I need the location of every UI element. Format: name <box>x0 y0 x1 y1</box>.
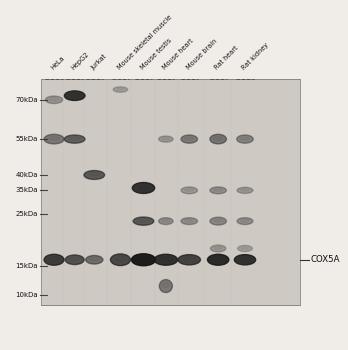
Ellipse shape <box>185 137 194 140</box>
Ellipse shape <box>183 257 195 261</box>
Ellipse shape <box>44 254 64 265</box>
Ellipse shape <box>214 246 222 249</box>
Text: Mouse brain: Mouse brain <box>185 38 218 71</box>
Ellipse shape <box>238 245 252 252</box>
Text: Jurkat: Jurkat <box>90 53 108 71</box>
Ellipse shape <box>48 136 60 140</box>
Ellipse shape <box>240 219 250 222</box>
Ellipse shape <box>48 257 60 261</box>
Ellipse shape <box>234 254 256 265</box>
Ellipse shape <box>46 96 63 104</box>
Ellipse shape <box>162 219 170 222</box>
Ellipse shape <box>239 257 251 261</box>
Ellipse shape <box>214 136 223 140</box>
Text: Rat heart: Rat heart <box>214 45 240 71</box>
Ellipse shape <box>89 257 99 261</box>
Text: HeLa: HeLa <box>50 55 66 71</box>
Ellipse shape <box>69 137 80 140</box>
Ellipse shape <box>110 254 130 266</box>
Text: 55kDa: 55kDa <box>15 136 38 142</box>
Ellipse shape <box>210 134 227 144</box>
Ellipse shape <box>212 257 224 261</box>
Ellipse shape <box>159 136 173 142</box>
Ellipse shape <box>181 218 198 225</box>
Text: 10kDa: 10kDa <box>15 292 38 298</box>
Text: Mouse testis: Mouse testis <box>139 37 173 71</box>
Ellipse shape <box>159 257 172 261</box>
Ellipse shape <box>138 219 149 222</box>
Ellipse shape <box>137 185 150 189</box>
Ellipse shape <box>237 135 253 143</box>
Ellipse shape <box>210 217 227 225</box>
Ellipse shape <box>214 219 223 222</box>
Ellipse shape <box>44 134 64 144</box>
Ellipse shape <box>211 245 226 252</box>
Text: 15kDa: 15kDa <box>15 262 38 268</box>
Ellipse shape <box>49 98 59 101</box>
Ellipse shape <box>89 173 100 176</box>
Ellipse shape <box>64 91 85 100</box>
Ellipse shape <box>133 217 154 225</box>
Ellipse shape <box>132 254 156 266</box>
Ellipse shape <box>178 254 200 265</box>
Text: Rat kidney: Rat kidney <box>241 42 270 71</box>
Ellipse shape <box>237 218 253 225</box>
Ellipse shape <box>64 135 85 143</box>
Text: 35kDa: 35kDa <box>15 187 38 193</box>
Text: Mouse skeletal muscle: Mouse skeletal muscle <box>116 14 173 71</box>
Text: 40kDa: 40kDa <box>15 172 38 178</box>
Ellipse shape <box>240 189 250 191</box>
Ellipse shape <box>70 257 80 261</box>
Ellipse shape <box>115 257 126 261</box>
Text: Mouse heart: Mouse heart <box>161 38 195 71</box>
Ellipse shape <box>162 137 170 140</box>
Ellipse shape <box>86 256 103 264</box>
Text: COX5A: COX5A <box>310 255 340 264</box>
Ellipse shape <box>159 280 172 293</box>
Ellipse shape <box>84 170 105 180</box>
Ellipse shape <box>207 254 229 265</box>
Ellipse shape <box>240 137 250 140</box>
Ellipse shape <box>214 188 223 191</box>
Ellipse shape <box>132 182 155 194</box>
Ellipse shape <box>113 87 128 92</box>
Ellipse shape <box>117 88 124 90</box>
Ellipse shape <box>241 247 249 249</box>
Ellipse shape <box>185 188 194 191</box>
Ellipse shape <box>162 282 169 288</box>
Ellipse shape <box>154 254 177 265</box>
Ellipse shape <box>65 255 84 265</box>
Text: 70kDa: 70kDa <box>15 97 38 103</box>
Ellipse shape <box>69 93 80 97</box>
Ellipse shape <box>237 187 253 194</box>
Ellipse shape <box>137 257 150 261</box>
Ellipse shape <box>185 219 194 222</box>
Ellipse shape <box>181 135 198 143</box>
Ellipse shape <box>210 187 227 194</box>
Text: 25kDa: 25kDa <box>15 211 38 217</box>
Ellipse shape <box>181 187 198 194</box>
Ellipse shape <box>159 218 173 225</box>
Bar <box>41 79 300 305</box>
Text: HepG2: HepG2 <box>70 51 90 71</box>
